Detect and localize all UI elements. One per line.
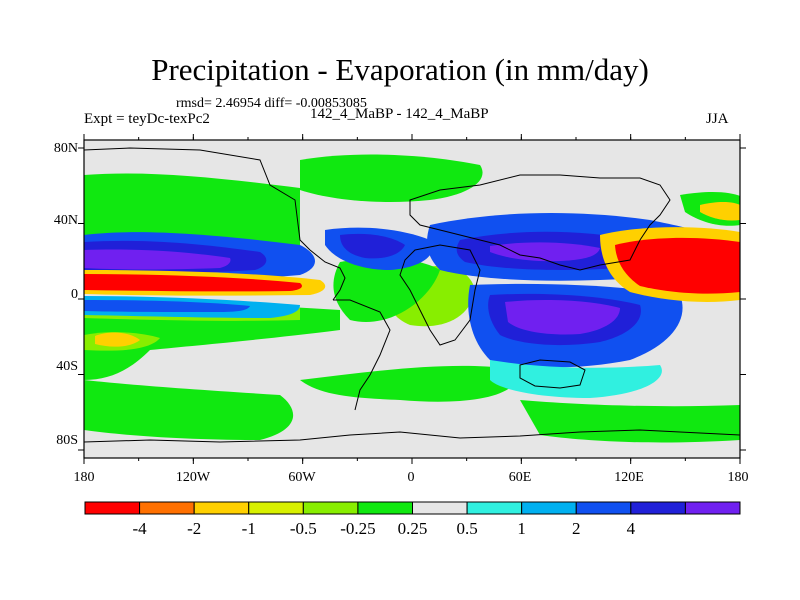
contour-field [84, 140, 740, 458]
lon-label-60w: 60W [288, 470, 316, 485]
coastline [409, 174, 671, 271]
contour-region [490, 242, 600, 262]
lon-label-120w: 120W [175, 470, 211, 485]
colorbar-swatch [412, 501, 468, 515]
colorbar [84, 501, 741, 515]
lon-label-180w: 180 [73, 470, 95, 485]
colorbar-label: -1 [241, 519, 256, 538]
lon-label-0: 0 [407, 470, 415, 485]
lon-label-180e: 180 [727, 470, 749, 485]
colorbar-label: 4 [626, 519, 636, 538]
colorbar-label: 0.25 [397, 519, 428, 538]
lat-label-0: 0 [71, 287, 78, 302]
lat-label-40n: 40N [53, 213, 78, 228]
colorbar-label: -0.25 [340, 519, 376, 538]
case-subtitle: 142_4_MaBP - 142_4_MaBP [310, 106, 489, 122]
lon-label-60e: 60E [508, 470, 532, 485]
colorbar-swatch [466, 501, 523, 515]
contour-region [490, 360, 662, 398]
coastline [399, 244, 481, 346]
contour-region [95, 332, 140, 347]
lon-label-120e: 120E [614, 470, 644, 485]
axis-ticks [78, 134, 746, 464]
contour-region [700, 201, 740, 221]
contour-region [84, 274, 302, 292]
chart-title: Precipitation - Evaporation (in mm/day) [151, 52, 649, 87]
colorbar-label: 1 [517, 519, 526, 538]
coastline [519, 359, 586, 389]
colorbar-label: -2 [187, 519, 202, 538]
contour-region [84, 380, 294, 440]
season-label: JJA [706, 111, 729, 127]
colorbar-label: -0.5 [289, 519, 317, 538]
contour-region [300, 154, 483, 202]
colorbar-swatch [139, 501, 195, 515]
contour-region [84, 147, 300, 169]
lat-label-80s: 80S [56, 433, 78, 448]
lat-label-40s: 40S [56, 359, 78, 374]
colorbar-swatch [521, 501, 577, 515]
colorbar-swatch [575, 501, 632, 515]
contour-region [84, 249, 231, 270]
colorbar-swatch [684, 501, 741, 515]
contour-region [505, 300, 620, 335]
colorbar-swatch [302, 501, 359, 515]
contour-region [340, 233, 405, 259]
colorbar-swatch [630, 501, 686, 515]
lat-label-80n: 80N [53, 141, 78, 156]
colorbar-swatch [357, 501, 413, 515]
coastline [333, 299, 391, 411]
coastline [84, 429, 740, 443]
coastlines [84, 147, 740, 443]
colorbar-swatch [84, 501, 141, 515]
contour-region [333, 258, 440, 322]
coastline [84, 147, 346, 301]
contour-region [615, 237, 740, 294]
contour-region [84, 300, 250, 312]
experiment-label: Expt = teyDc-texPc2 [84, 111, 210, 127]
rmsd-diff-stats: rmsd= 2.46954 diff= -0.00853085 [176, 96, 367, 111]
colorbar-swatch [193, 501, 250, 515]
contour-region [520, 400, 740, 443]
colorbar-label: -4 [132, 519, 147, 538]
colorbar-label: 2 [572, 519, 581, 538]
contour-region [300, 365, 520, 402]
colorbar-label: 0.5 [456, 519, 478, 538]
colorbar-swatch [248, 501, 304, 515]
